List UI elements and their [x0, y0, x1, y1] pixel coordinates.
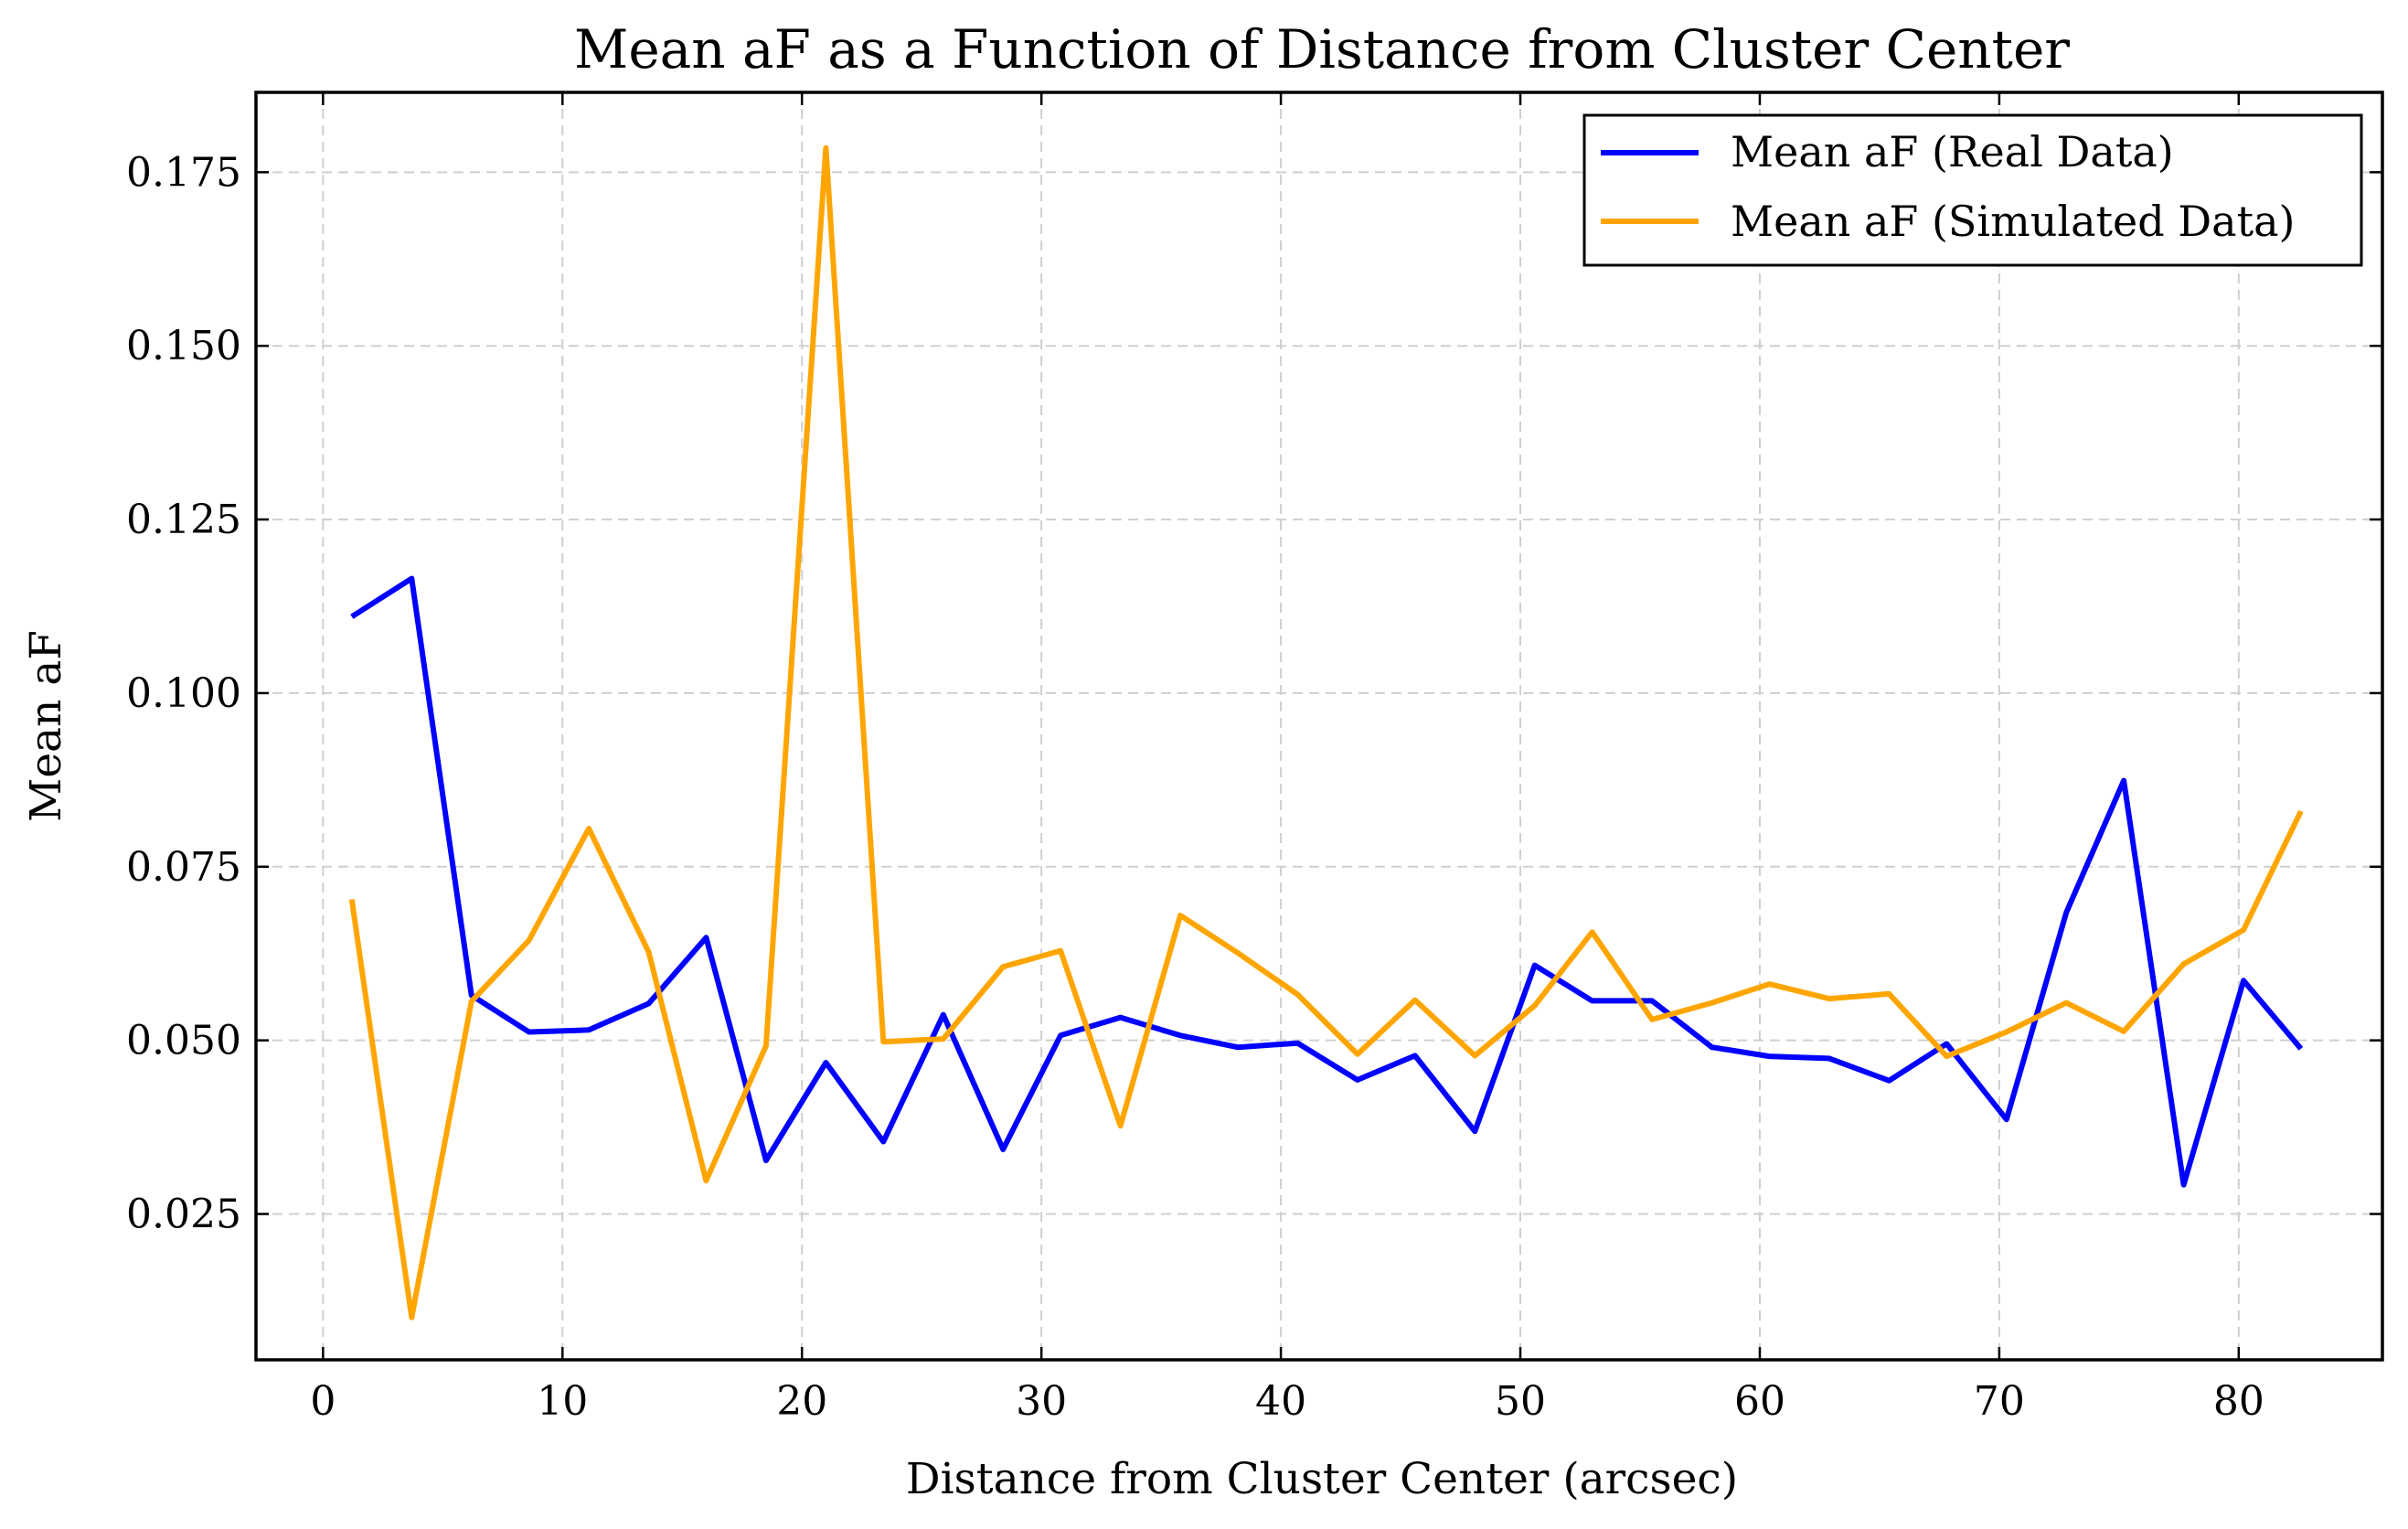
x-tick-label: 10: [537, 1378, 588, 1425]
x-tick-label: 70: [1974, 1378, 2025, 1425]
x-tick-label: 40: [1255, 1378, 1306, 1425]
y-axis-label: Mean aF: [21, 630, 71, 822]
y-tick-label: 0.100: [126, 670, 241, 717]
chart-title: Mean aF as a Function of Distance from C…: [574, 18, 2070, 80]
x-tick-label: 60: [1734, 1378, 1785, 1425]
axis-ticks: 0 10 20 30 40 50 60 70 80 0.025 0.050 0.075 0.100 0.1…: [126, 92, 2382, 1425]
y-tick-label: 0.075: [126, 844, 241, 891]
y-tick-label: 0.125: [126, 497, 241, 543]
legend-label-real: Mean aF (Real Data): [1731, 127, 2174, 176]
series-line-simulated-data: [348, 144, 2304, 1320]
y-tick-label: 0.150: [126, 323, 241, 369]
y-tick-label: 0.050: [126, 1018, 241, 1064]
series-lines: [348, 144, 2304, 1320]
legend-box: [1582, 113, 2363, 267]
x-tick-label: 50: [1495, 1378, 1546, 1425]
legend-label-simulated: Mean aF (Simulated Data): [1731, 197, 2295, 246]
x-axis-label: Distance from Cluster Center (arcsec): [906, 1454, 1738, 1504]
x-tick-label: 20: [776, 1378, 827, 1425]
legend: Mean aF (Real Data) Mean aF (Simulated D…: [1582, 113, 2363, 267]
plot-frame: [254, 91, 2384, 1362]
y-tick-label: 0.175: [126, 149, 241, 196]
y-tick-label: 0.025: [126, 1192, 241, 1238]
x-tick-label: 80: [2213, 1378, 2264, 1425]
series-line-real-data: [350, 575, 2304, 1188]
x-tick-label: 0: [310, 1378, 336, 1425]
grid: [256, 92, 2382, 1360]
x-tick-label: 30: [1016, 1378, 1067, 1425]
